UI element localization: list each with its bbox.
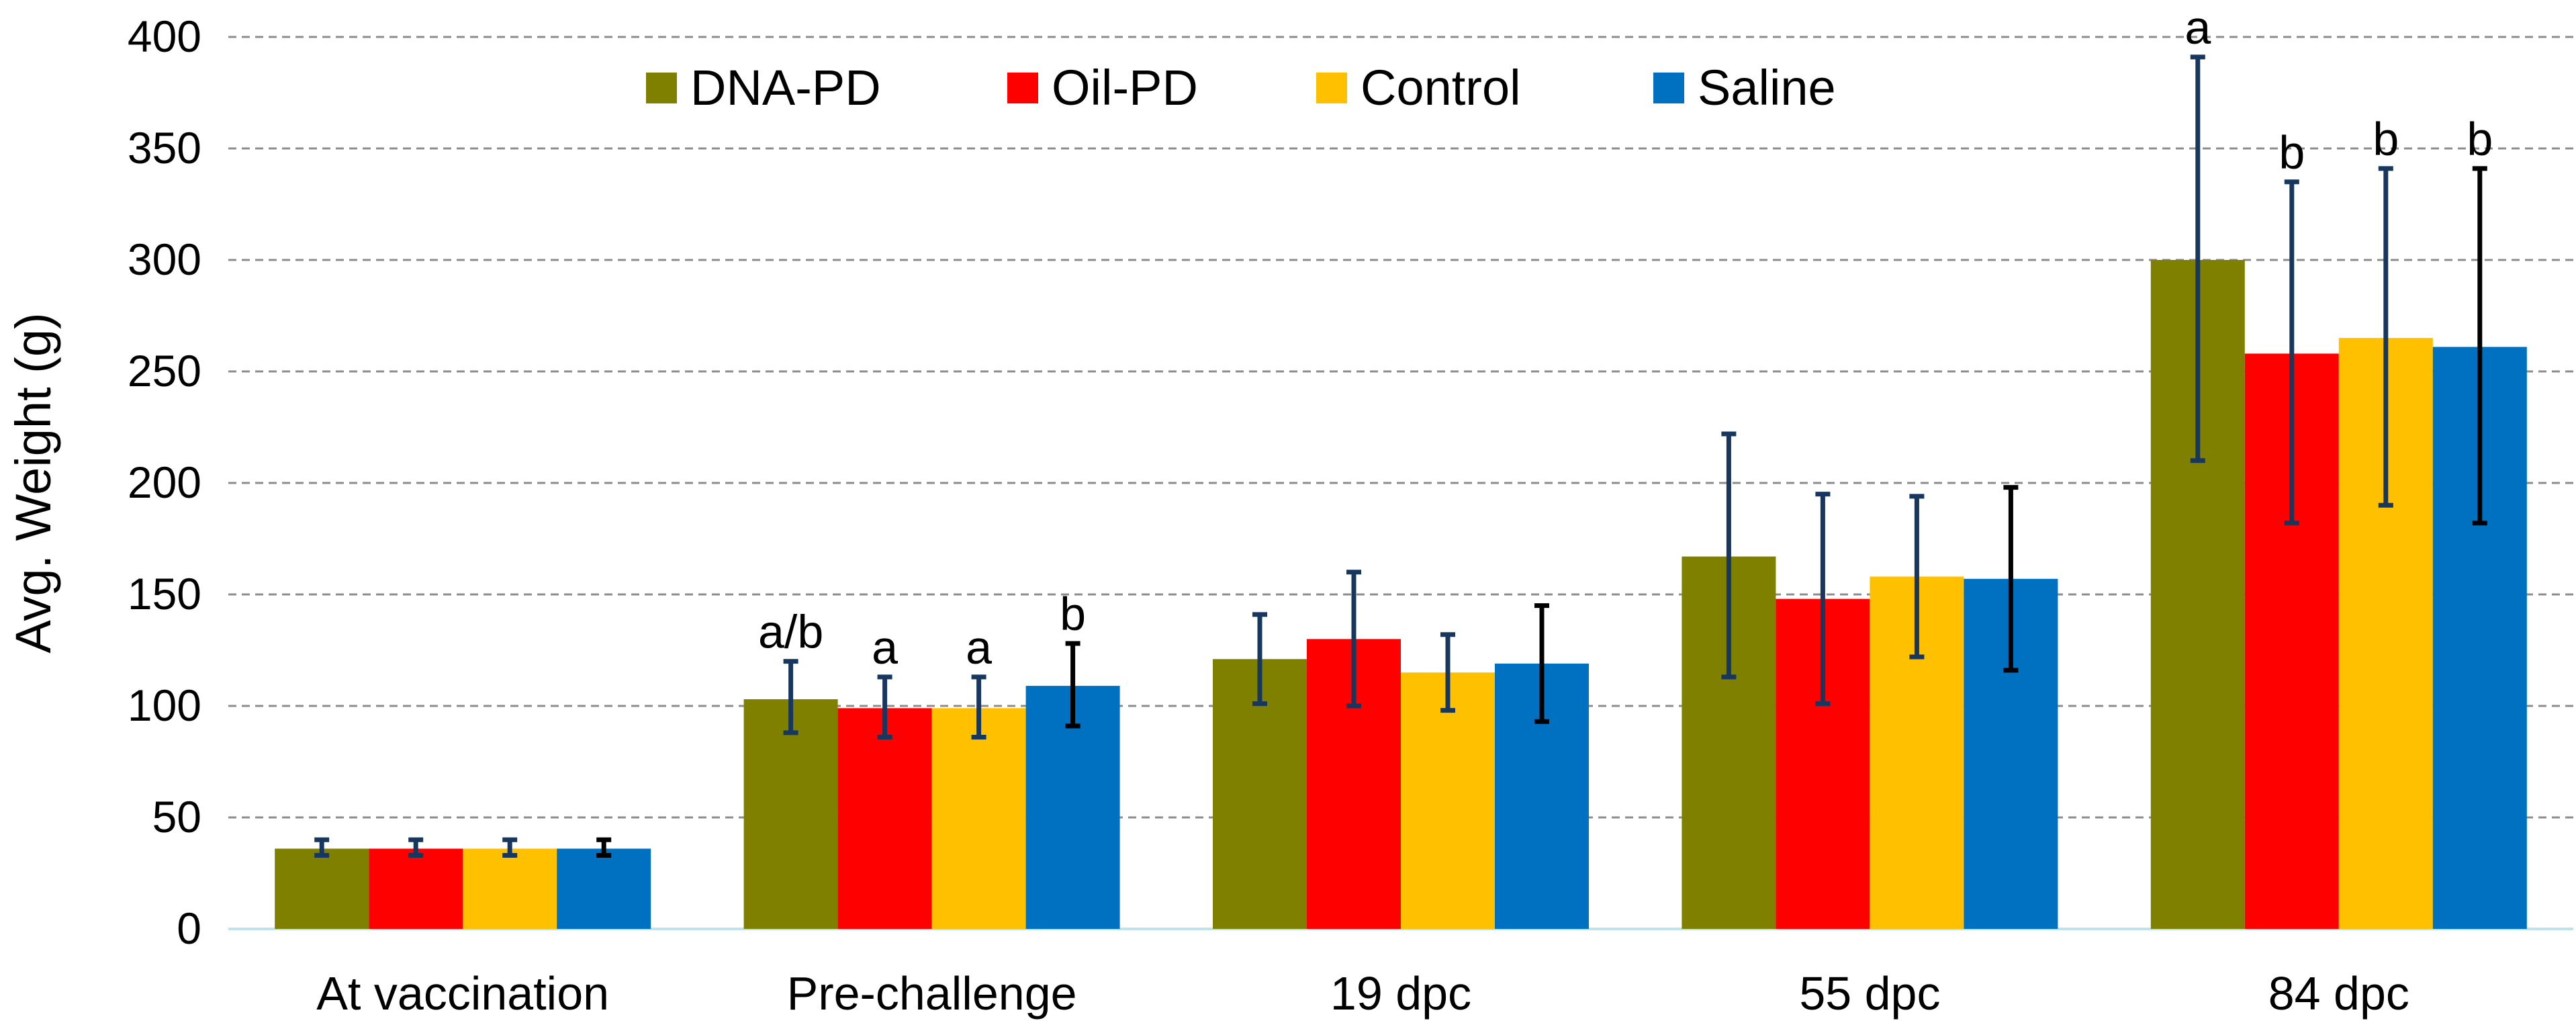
y-axis-label: Avg. Weight (g)	[5, 312, 61, 653]
significance-label-dna-pd-4: a	[2184, 1, 2211, 54]
significance-label-control-4: b	[2373, 113, 2399, 165]
bar-dna-pd-0	[275, 848, 369, 929]
y-tick-label-400: 400	[128, 11, 201, 61]
significance-label-oil-pd-1: a	[872, 621, 898, 674]
legend-label-oil-pd: Oil-PD	[1052, 60, 1198, 116]
legend-swatch-dna-pd	[646, 73, 677, 103]
y-tick-label-250: 250	[128, 346, 201, 396]
legend-swatch-oil-pd	[1007, 73, 1038, 103]
x-tick-label-1: Pre-challenge	[787, 967, 1077, 1020]
y-tick-label-100: 100	[128, 680, 201, 730]
y-tick-label-350: 350	[128, 123, 201, 173]
y-tick-label-200: 200	[128, 457, 201, 507]
y-tick-label-50: 50	[152, 792, 201, 842]
significance-label-oil-pd-4: b	[2279, 126, 2305, 179]
significance-label-saline-1: b	[1060, 588, 1086, 640]
bar-oil-pd-1	[838, 708, 932, 929]
x-tick-label-0: At vaccination	[316, 967, 609, 1020]
legend-label-saline: Saline	[1698, 60, 1836, 116]
legend-label-dna-pd: DNA-PD	[690, 60, 881, 116]
significance-label-control-1: a	[966, 621, 992, 674]
y-tick-label-0: 0	[177, 903, 201, 953]
significance-label-dna-pd-1: a/b	[758, 606, 823, 658]
y-tick-label-300: 300	[128, 234, 201, 284]
legend-label-control: Control	[1361, 60, 1521, 116]
legend-swatch-control	[1316, 73, 1347, 103]
y-tick-label-150: 150	[128, 569, 201, 619]
bar-control-1	[932, 708, 1026, 929]
significance-label-saline-4: b	[2467, 113, 2493, 165]
x-tick-label-3: 55 dpc	[1799, 967, 1940, 1020]
legend-swatch-saline	[1653, 73, 1684, 103]
bar-oil-pd-0	[369, 848, 463, 929]
chart-svg: 0 50 100 150 200 250 300 350 400 Avg. Weight (g) A…	[0, 0, 2576, 1029]
bar-control-0	[463, 848, 557, 929]
bar-saline-0	[557, 848, 651, 929]
x-tick-label-4: 84 dpc	[2268, 967, 2409, 1020]
chart: 0 50 100 150 200 250 300 350 400 Avg. Weight (g) A…	[0, 0, 2576, 1029]
x-tick-label-2: 19 dpc	[1330, 967, 1471, 1020]
